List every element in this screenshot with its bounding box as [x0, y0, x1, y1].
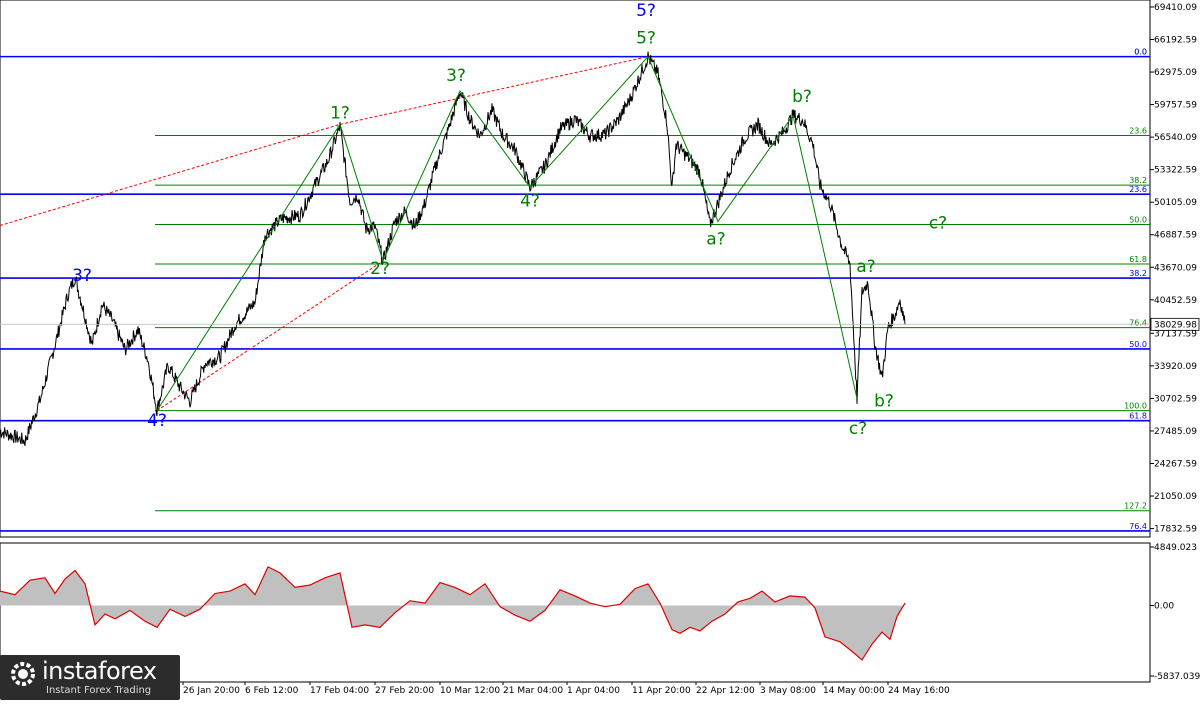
y-tick-label: 21050.09 [1154, 492, 1197, 502]
fib-label-blue: 0.0 [1134, 48, 1147, 57]
x-tick-label: 6 Feb 12:00 [245, 686, 299, 696]
y-tick-label: 59757.59 [1154, 101, 1197, 111]
brand-name: instaforex [42, 657, 157, 685]
wave-label: c? [849, 419, 867, 439]
wave-label: b? [792, 87, 812, 107]
wave-label: 3? [446, 66, 466, 86]
y-tick-label: 27485.09 [1154, 427, 1197, 437]
x-tick-label: 14 May 00:00 [823, 686, 885, 696]
osc-y-tick-label: 4849.023 [1154, 543, 1197, 553]
y-tick-label: 56540.09 [1154, 133, 1197, 143]
y-tick-label: 53322.59 [1154, 166, 1197, 176]
wave-label: 2? [370, 259, 390, 279]
x-tick-label: 17 Feb 04:00 [310, 686, 369, 696]
fib-label-green: 50.0 [1129, 216, 1147, 225]
fib-label-green: 61.8 [1129, 255, 1147, 264]
current-price-label: 38029.98 [1154, 320, 1197, 330]
wave-label: b? [874, 392, 894, 412]
fib-label-blue: 38.2 [1129, 269, 1147, 278]
oscillator-histogram [0, 566, 905, 660]
y-tick-label: 66192.59 [1154, 36, 1197, 46]
fib-label-green: 38.2 [1129, 176, 1147, 185]
fib-label-green: 100.0 [1124, 402, 1147, 411]
gear-logo-icon [11, 662, 35, 686]
y-tick-label: 50105.09 [1154, 198, 1197, 208]
x-tick-label: 1 Apr 04:00 [567, 686, 620, 696]
wave-label: 1? [330, 103, 350, 123]
wave-label: c? [929, 214, 947, 234]
current-price-tag [1150, 317, 1200, 331]
y-tick-label: 17832.59 [1154, 525, 1197, 535]
osc-y-tick-label: 0.00 [1154, 602, 1174, 612]
fib-label-blue: 61.8 [1129, 412, 1147, 421]
wave-count-line [156, 55, 858, 411]
x-tick-label: 3 May 08:00 [760, 686, 816, 696]
osc-y-tick-label: -5837.039 [1154, 672, 1200, 682]
price-panel-frame [0, 0, 1151, 538]
wave-label: 4? [520, 191, 540, 211]
x-tick-label: 26 Jan 20:00 [183, 686, 240, 696]
y-tick-label: 46887.59 [1154, 231, 1197, 241]
y-tick-label: 24267.59 [1154, 460, 1197, 470]
x-tick-label: 11 Apr 20:00 [632, 686, 691, 696]
y-tick-label: 40452.59 [1154, 296, 1197, 306]
price-series-line [0, 51, 906, 446]
fib-label-green: 127.2 [1124, 502, 1147, 511]
x-tick-label: 24 May 16:00 [888, 686, 950, 696]
y-tick-label: 37137.59 [1154, 329, 1197, 339]
fib-label-blue: 23.6 [1129, 185, 1147, 194]
y-tick-label: 43670.09 [1154, 263, 1197, 273]
y-tick-label: 62975.09 [1154, 68, 1197, 78]
wave-label: 5? [636, 28, 656, 48]
y-tick-label: 69410.09 [1154, 3, 1197, 13]
x-tick-label: 27 Feb 20:00 [375, 686, 434, 696]
x-tick-label: 22 Apr 12:00 [696, 686, 755, 696]
fib-label-green: 76.4 [1129, 319, 1147, 328]
x-tick-label: 21 Mar 04:00 [503, 686, 563, 696]
wave-label: 4? [147, 411, 167, 431]
wave-label: a? [706, 230, 725, 250]
y-tick-label: 33920.09 [1154, 362, 1197, 372]
wave-label: a? [856, 257, 875, 277]
fib-label-blue: 76.4 [1129, 522, 1147, 531]
fib-label-green: 0.0 [1134, 48, 1147, 57]
wave-label: 5? [636, 1, 656, 21]
x-tick-label: 10 Mar 12:00 [440, 686, 500, 696]
fib-label-blue: 50.0 [1129, 340, 1147, 349]
y-tick-label: 30702.59 [1154, 394, 1197, 404]
brand-tagline: Instant Forex Trading [46, 685, 152, 696]
wave-label: 3? [72, 266, 92, 286]
fib-label-green: 23.6 [1129, 127, 1147, 136]
brand-logo: instaforex Instant Forex Trading [0, 655, 180, 700]
oscillator-signal-line [0, 566, 906, 661]
